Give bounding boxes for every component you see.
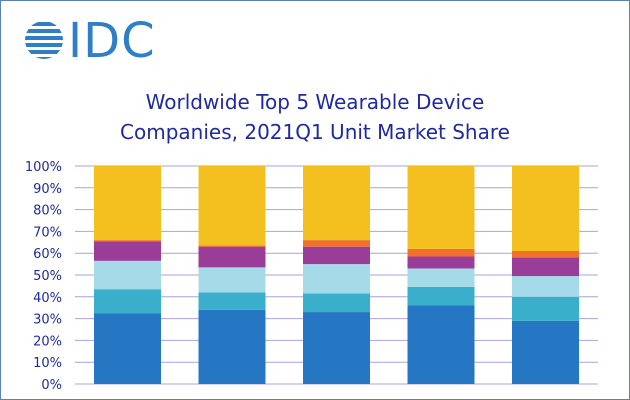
bar-segment (303, 264, 370, 294)
y-tick-label: 40% (33, 291, 62, 306)
bar-segment (303, 246, 370, 265)
bar-segment (303, 166, 370, 241)
bar-segment (94, 313, 161, 384)
bar-segment (512, 296, 579, 321)
bar-segment (407, 268, 475, 287)
bar-segment (512, 320, 579, 384)
y-tick-label: 10% (33, 356, 62, 371)
bar-segment (303, 240, 370, 247)
bar-segment (407, 256, 475, 269)
y-tick-label: 20% (33, 334, 62, 349)
y-tick-label: 60% (33, 247, 62, 262)
y-tick-label: 100% (25, 160, 62, 175)
bar-segment (407, 166, 475, 249)
bar-segment (94, 260, 161, 290)
bar-segment (303, 293, 370, 313)
chart-title-line-2: Companies, 2021Q1 Unit Market Share (120, 120, 510, 144)
bar-segment (94, 166, 161, 241)
y-tick-label: 30% (33, 313, 62, 328)
bar-segment (198, 309, 266, 384)
bar-segment (512, 276, 579, 297)
bar-segment (303, 312, 370, 384)
globe-icon (25, 22, 63, 59)
bar-segment (198, 292, 266, 310)
bar-segment (407, 248, 475, 257)
bar-segment (512, 166, 579, 252)
y-tick-label: 80% (33, 204, 62, 219)
bar-segment (94, 241, 161, 261)
bar-segment (198, 245, 266, 247)
bar-segment (198, 246, 266, 268)
bar-segment (198, 166, 266, 246)
bar-segment (512, 257, 579, 277)
bar-segment (407, 305, 475, 384)
bar-segment (512, 251, 579, 258)
y-tick-label: 50% (33, 269, 62, 284)
y-tick-label: 90% (33, 182, 62, 197)
chart-title-line-1: Worldwide Top 5 Wearable Device (145, 90, 485, 114)
idc-logo: IDC (24, 13, 164, 69)
bar-segment (198, 267, 266, 293)
y-tick-label: 70% (33, 225, 62, 240)
y-tick-label: 0% (41, 378, 62, 393)
bar-segment (94, 289, 161, 314)
bar-segment (94, 240, 161, 242)
bar-segment (407, 286, 475, 306)
logo-text: IDC (68, 13, 156, 69)
